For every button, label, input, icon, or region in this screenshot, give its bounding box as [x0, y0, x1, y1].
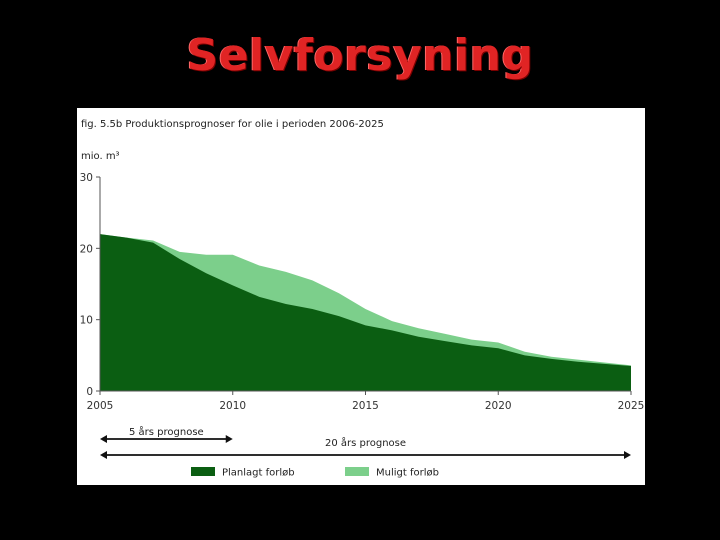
x-tick-label: 2020 — [485, 400, 512, 412]
chart-panel: fig. 5.5b Produktionsprognoser for olie … — [77, 108, 645, 485]
slide-title: Selvforsyning — [186, 30, 534, 81]
x-tick-label: 2005 — [87, 400, 114, 412]
long-prognosis-arrow-right-head — [624, 451, 631, 459]
y-tick-label: 0 — [86, 386, 93, 398]
short-prognosis-label: 5 års prognose — [129, 425, 204, 438]
legend-swatch-planlagt-forlob — [191, 467, 215, 476]
legend-label-planlagt-forlob: Planlagt forløb — [222, 468, 295, 479]
axes-group: 0 10 20 30 2005 2010 2015 2020 2025 — [80, 172, 645, 412]
x-tick-label: 2015 — [352, 400, 379, 412]
area-series-group — [100, 234, 631, 391]
x-tick-label: 2010 — [219, 400, 246, 412]
y-tick-label: 20 — [80, 243, 93, 255]
long-prognosis-label: 20 års prognose — [325, 436, 406, 449]
legend: Planlagt forløb Muligt forløb — [191, 467, 439, 479]
short-prognosis-arrow-left-head — [100, 435, 107, 443]
y-tick-label: 10 — [80, 315, 93, 327]
area-planlagt-forlob — [100, 234, 631, 391]
long-prognosis-arrow-left-head — [100, 451, 107, 459]
x-tick-label: 2025 — [618, 400, 645, 412]
legend-swatch-muligt-forlob — [345, 467, 369, 476]
figure-caption: fig. 5.5b Produktionsprognoser for olie … — [81, 119, 384, 130]
y-axis-unit-label: mio. m³ — [81, 151, 120, 162]
y-tick-label: 30 — [80, 172, 93, 184]
short-prognosis-arrow-right-head — [225, 435, 233, 443]
legend-label-muligt-forlob: Muligt forløb — [376, 468, 439, 479]
prognosis-arrows-group: 5 års prognose 20 års prognose — [100, 425, 631, 459]
production-forecast-chart: fig. 5.5b Produktionsprognoser for olie … — [80, 119, 645, 479]
